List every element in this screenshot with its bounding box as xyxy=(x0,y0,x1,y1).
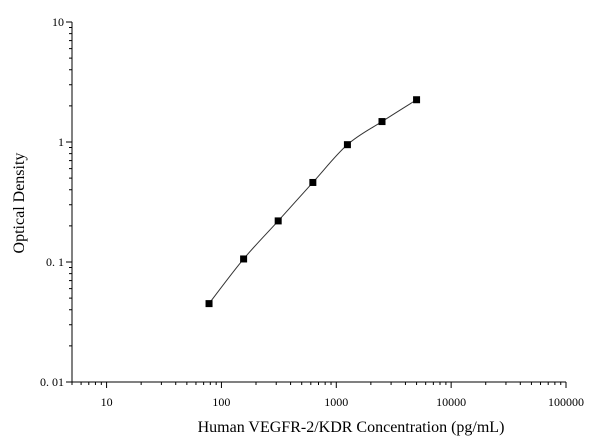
y-tick-label: 0. 1 xyxy=(46,255,64,269)
x-tick-label: 100000 xyxy=(548,395,584,409)
data-point-1 xyxy=(205,300,213,308)
x-tick-label: 10000 xyxy=(436,395,466,409)
y-tick-label: 1 xyxy=(58,135,64,149)
data-point-6 xyxy=(378,118,386,126)
x-axis-ticks xyxy=(71,382,567,388)
x-axis-tick-labels: 10 100 1000 10000 100000 xyxy=(101,395,584,409)
data-point-4 xyxy=(309,178,317,186)
y-axis-tick-labels: 0. 01 0. 1 1 10 xyxy=(40,15,64,389)
data-points xyxy=(205,96,421,308)
data-point-3 xyxy=(274,217,282,225)
y-tick-label: 10 xyxy=(52,15,64,29)
data-point-2 xyxy=(240,255,248,263)
fit-curve xyxy=(208,99,417,304)
y-axis-title: Optical Density xyxy=(11,153,28,254)
plot-area xyxy=(71,22,566,383)
y-axis-ticks xyxy=(66,21,72,383)
data-point-5 xyxy=(343,141,351,149)
x-tick-label: 100 xyxy=(212,395,230,409)
x-axis-title: Human VEGFR-2/KDR Concentration (pg/mL) xyxy=(198,419,505,436)
x-tick-label: 10 xyxy=(101,395,113,409)
x-tick-label: 1000 xyxy=(324,395,348,409)
data-point-7 xyxy=(413,96,421,104)
y-tick-label: 0. 01 xyxy=(40,375,64,389)
